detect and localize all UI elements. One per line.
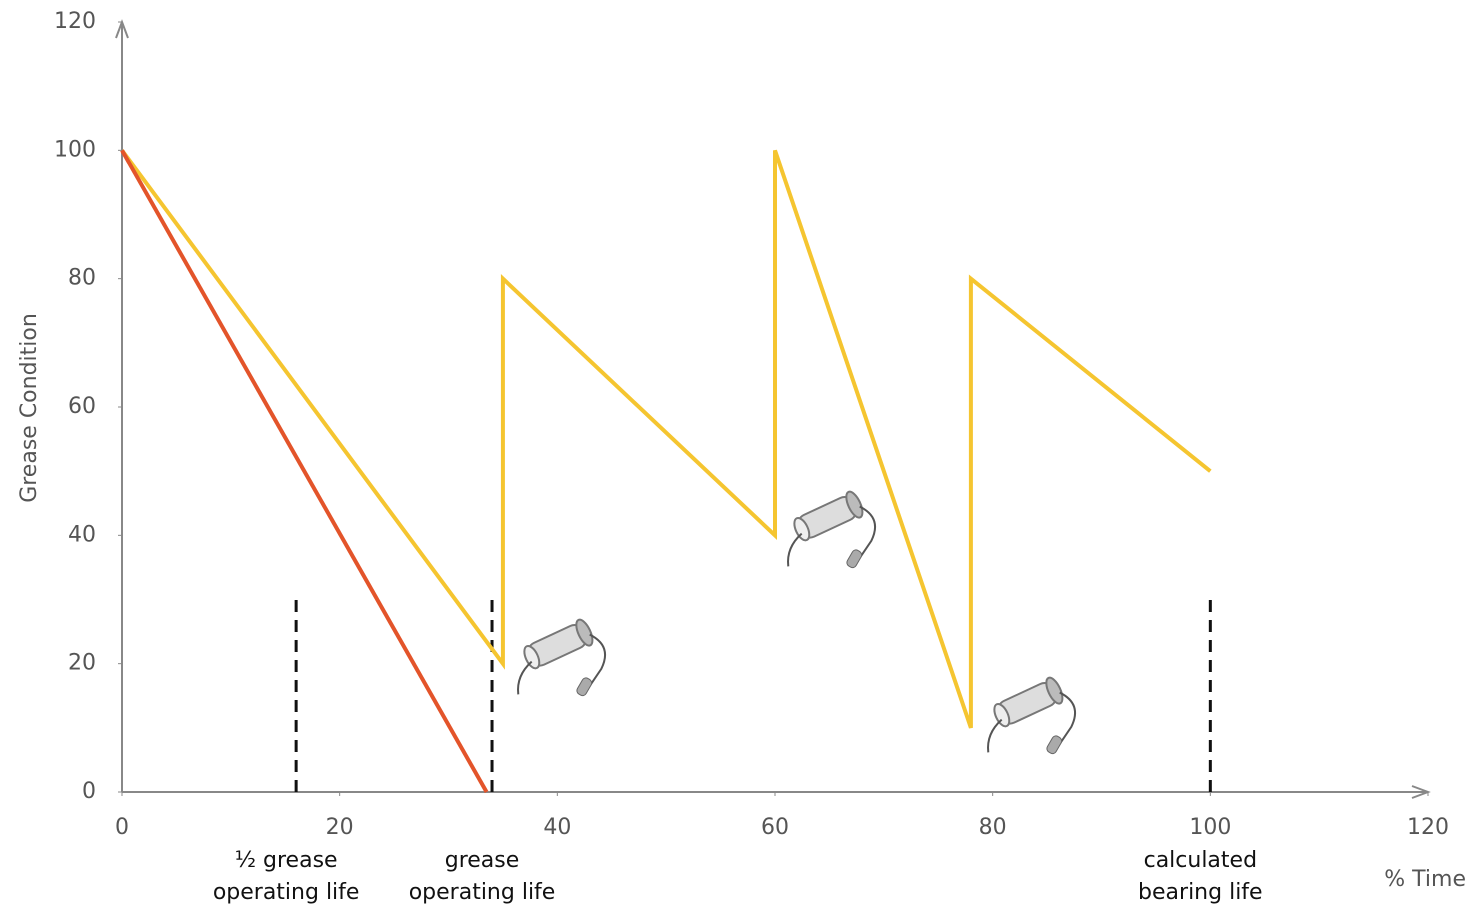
x-tick-label: 80 xyxy=(979,815,1007,840)
data-line xyxy=(122,150,487,792)
marker-label: grease xyxy=(445,848,520,873)
grease-gun-icon xyxy=(971,673,1090,780)
x-tick-label: 60 xyxy=(761,815,789,840)
y-tick-label: 0 xyxy=(82,779,96,804)
marker-label: ½ grease xyxy=(235,848,338,873)
y-tick-label: 40 xyxy=(68,522,96,547)
y-tick-label: 80 xyxy=(68,266,96,291)
grease-gun-icon xyxy=(771,487,890,594)
marker-label: bearing life xyxy=(1138,880,1263,905)
y-tick-label: 100 xyxy=(54,137,96,162)
grease-gun-icon xyxy=(501,615,620,722)
y-tick-label: 20 xyxy=(68,651,96,676)
marker-label: operating life xyxy=(409,880,556,905)
y-axis-title: Grease Condition xyxy=(17,313,42,503)
chart: Grease Condition % Time 0 20 40 60 80 100 120 0… xyxy=(0,0,1475,913)
x-axis-title: % Time xyxy=(1384,867,1466,892)
marker-label: calculated xyxy=(1144,848,1257,873)
x-tick-label: 100 xyxy=(1189,815,1231,840)
y-tick-label: 120 xyxy=(54,9,96,34)
x-tick-label: 120 xyxy=(1407,815,1449,840)
y-tick-label: 60 xyxy=(68,394,96,419)
marker-label: operating life xyxy=(213,880,360,905)
x-tick-label: 0 xyxy=(115,815,129,840)
x-tick-label: 40 xyxy=(543,815,571,840)
x-tick-label: 20 xyxy=(326,815,354,840)
